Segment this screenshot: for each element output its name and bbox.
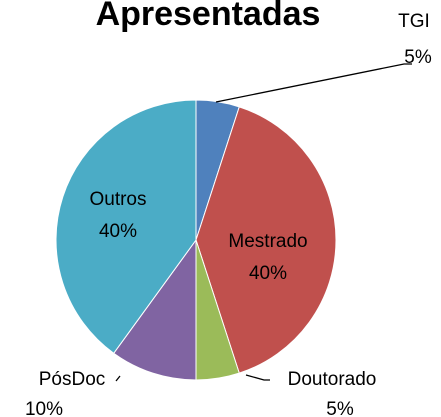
pie-slice <box>55 99 197 354</box>
leader-line <box>115 375 121 382</box>
slice-label: TGI <box>398 11 430 32</box>
slice-value-label: 10% <box>25 399 63 417</box>
slice-value-label: 40% <box>99 221 137 242</box>
slice-label: Mestrado <box>228 231 307 252</box>
slice-label: Outros <box>89 189 146 210</box>
slice-value-label: 40% <box>249 263 287 284</box>
chart-title: Apresentadas <box>96 0 321 33</box>
pie-slice <box>195 106 337 374</box>
leader-line <box>215 63 412 103</box>
slice-label: PósDoc <box>39 369 106 390</box>
slice-label: Doutorado <box>288 369 377 390</box>
pie-slice <box>113 238 197 381</box>
slice-value-label: 5% <box>404 47 432 68</box>
leader-line <box>245 374 270 381</box>
slice-value-label: 5% <box>326 399 354 417</box>
